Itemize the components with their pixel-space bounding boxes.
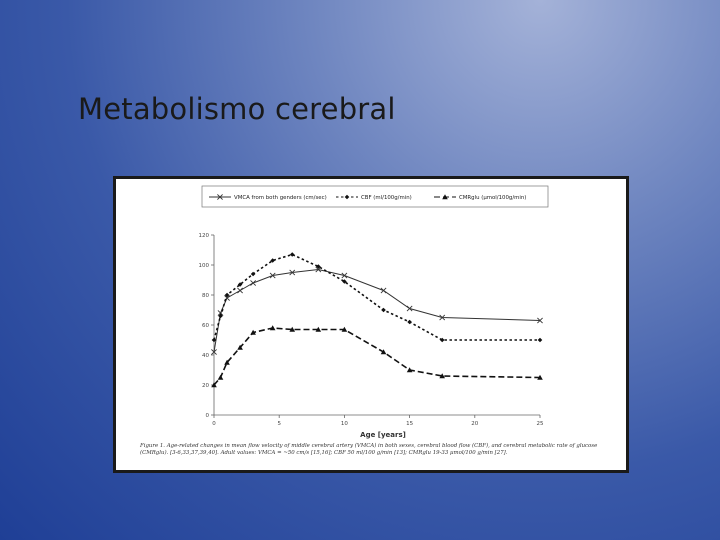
slide-title: Metabolismo cerebral (78, 92, 396, 126)
data-point-diamond-marker (344, 194, 350, 200)
data-point-x-marker (380, 287, 387, 294)
legend-label-1: VMCA from both genders (cm/sec) (234, 195, 327, 201)
data-point-diamond-marker (342, 279, 347, 284)
x-tick-label: 15 (406, 421, 413, 427)
data-point-diamond-marker (381, 307, 386, 313)
y-tick-label: 20 (202, 383, 209, 389)
data-point-diamond-marker (250, 271, 256, 277)
data-point-diamond-marker (316, 264, 321, 269)
legend-label-3: CMRglu (µmol/100g/min) (459, 195, 526, 201)
data-point-diamond-marker (270, 258, 275, 263)
y-tick-label: 120 (199, 233, 210, 239)
y-tick-label: 40 (202, 353, 209, 359)
x-tick-label: 25 (537, 421, 544, 427)
data-point-diamond-marker (211, 337, 217, 343)
data-point-triangle-marker (269, 325, 276, 331)
data-point-x-marker (439, 314, 446, 321)
data-point-triangle-marker (237, 344, 243, 350)
x-axis-label: Age [years] (360, 431, 406, 439)
series-line-3 (213, 327, 541, 386)
y-tick-label: 60 (202, 323, 209, 329)
data-point-x-marker (237, 287, 243, 294)
data-point-diamond-marker (289, 252, 295, 257)
data-point-x-marker (211, 349, 217, 355)
data-point-triangle-marker (217, 374, 224, 380)
data-point-x-marker (537, 317, 543, 324)
legend-label-2: CBF (ml/100g/min) (361, 195, 412, 201)
data-point-triangle-marker (341, 326, 348, 332)
series-line-2 (213, 253, 540, 341)
data-point-triangle-marker (315, 326, 322, 332)
data-point-triangle-marker (442, 194, 448, 200)
data-point-diamond-marker (537, 337, 543, 343)
data-point-x-marker (217, 194, 223, 200)
figure-caption: Figure 1. Age-related changes in mean fl… (140, 443, 598, 457)
data-point-diamond-marker (407, 319, 412, 325)
line-chart: 0 20 40 60 80 100 120 0 5 10 15 20 25 Age [years] VMCA… (199, 185, 549, 439)
data-point-triangle-marker (250, 329, 256, 335)
x-tick-label: 20 (471, 421, 478, 427)
x-tick-label: 5 (277, 421, 281, 427)
x-tick-label: 10 (341, 421, 348, 427)
data-point-triangle-marker (439, 373, 445, 379)
data-point-triangle-marker (211, 382, 217, 388)
data-point-triangle-marker (380, 349, 387, 355)
data-point-diamond-marker (439, 337, 445, 343)
data-point-triangle-marker (537, 374, 543, 380)
data-point-triangle-marker (406, 367, 413, 373)
legend-box (201, 185, 549, 208)
data-point-x-marker (341, 272, 348, 279)
data-point-triangle-marker (224, 359, 230, 365)
data-point-x-marker (250, 280, 257, 286)
y-tick-label: 80 (202, 293, 209, 299)
data-point-x-marker (406, 305, 413, 312)
data-point-triangle-marker (289, 326, 296, 332)
data-point-x-marker (269, 272, 276, 279)
data-point-x-marker (289, 269, 296, 276)
y-tick-label: 100 (199, 263, 210, 269)
chart-figure: 0 20 40 60 80 100 120 0 5 10 15 20 25 Age [years] VMCA… (113, 176, 629, 473)
x-tick-label: 0 (212, 421, 216, 427)
y-tick-label: 0 (206, 413, 210, 419)
data-point-x-marker (217, 310, 224, 316)
